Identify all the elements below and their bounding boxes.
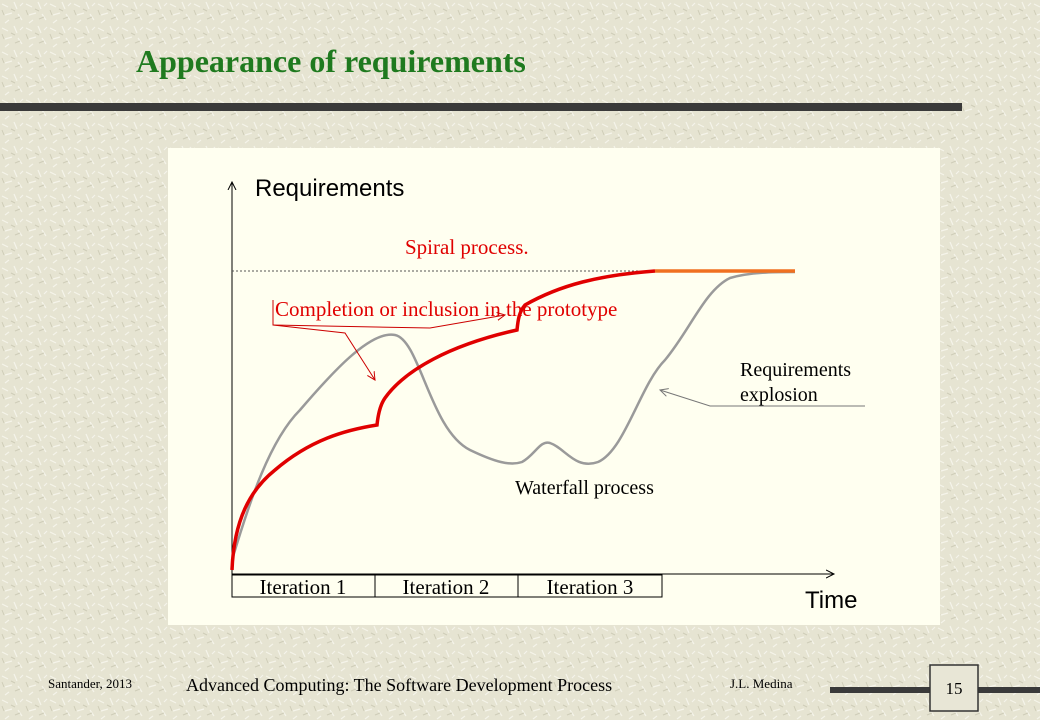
iteration-label: Iteration 1: [260, 575, 347, 599]
page-box: [929, 664, 979, 712]
explosion-arrow: [660, 390, 865, 407]
completion-label: Completion or inclusion in the prototype: [275, 297, 617, 321]
waterfall-curve: [230, 270, 796, 561]
completion-arrow-2: [272, 324, 375, 380]
waterfall-label: Waterfall process: [515, 477, 654, 499]
footer-left: Santander, 2013: [48, 676, 132, 691]
y-axis-label: Requirements: [255, 175, 404, 202]
spiral-curve: [230, 269, 656, 571]
iteration-label: Iteration 2: [403, 575, 490, 599]
page-number: 15: [946, 679, 963, 698]
completion-arrow-1: [272, 300, 505, 329]
iteration-box: [517, 574, 663, 598]
footer-right: J.L. Medina: [730, 676, 793, 691]
diagram-panel: [168, 148, 940, 625]
footer-center: Advanced Computing: The Software Develop…: [186, 675, 612, 695]
x-axis-label: Time: [805, 587, 857, 614]
slide-title: Appearance of requirements: [136, 43, 526, 79]
explosion-label: Requirements: [740, 359, 851, 381]
iteration-label: Iteration 3: [547, 575, 634, 599]
explosion-label: explosion: [740, 384, 818, 406]
spiral-label: Spiral process.: [405, 235, 529, 259]
title-rule: [0, 103, 962, 111]
